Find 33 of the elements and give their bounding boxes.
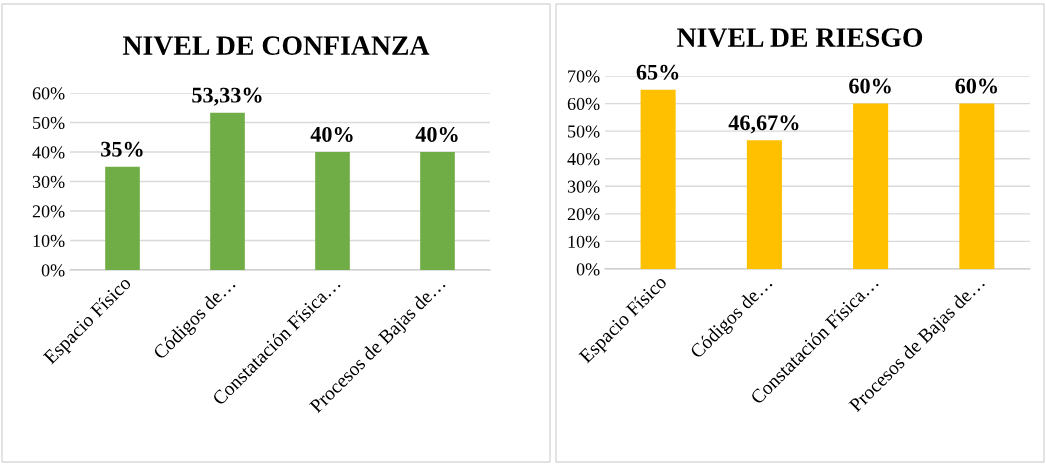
data-label: 65% (636, 64, 679, 80)
bar (105, 166, 140, 270)
bar (853, 103, 889, 269)
chart-title: NIVEL DE RIESGO (677, 28, 923, 48)
chart-title: NIVEL DE CONFIANZA (122, 36, 430, 56)
y-tick-label: 0% (41, 264, 65, 277)
data-label: 40% (310, 126, 353, 142)
data-label: 60% (955, 78, 998, 94)
y-tick-label: 50% (33, 116, 65, 129)
y-tick-label: 40% (32, 146, 65, 159)
y-tick-label: 30% (32, 175, 65, 188)
bar (746, 140, 782, 269)
bar (315, 152, 350, 270)
bar (640, 89, 676, 269)
data-label: 35% (101, 141, 143, 157)
y-tick-label: 60% (32, 87, 65, 100)
data-label: 40% (415, 126, 458, 142)
data-label: 60% (849, 78, 891, 94)
y-tick-label: 40% (567, 152, 600, 166)
bar (210, 112, 245, 270)
bar (420, 152, 455, 270)
data-label: 53,33% (192, 87, 262, 106)
y-tick-label: 10% (568, 235, 600, 248)
y-tick-label: 60% (567, 97, 600, 111)
y-tick-label: 30% (567, 180, 600, 193)
data-label: 46,67% (728, 115, 799, 134)
y-tick-label: 10% (33, 234, 65, 247)
y-tick-label: 50% (568, 125, 600, 138)
bar (959, 103, 995, 269)
y-tick-label: 70% (568, 70, 600, 83)
y-tick-label: 20% (567, 208, 600, 221)
y-tick-label: 20% (32, 205, 65, 218)
y-tick-label: 0% (576, 263, 600, 276)
